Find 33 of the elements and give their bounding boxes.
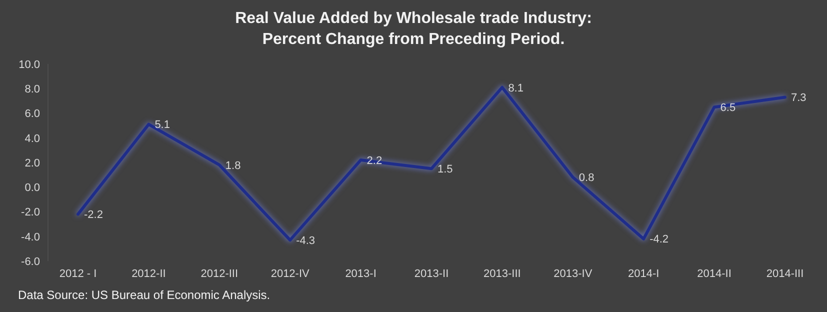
data-label: 6.5 bbox=[720, 102, 736, 114]
x-tick-label: 2012-IV bbox=[270, 268, 310, 280]
y-tick-label: 8.0 bbox=[24, 84, 40, 96]
data-label: 8.1 bbox=[508, 82, 524, 94]
data-label: 5.1 bbox=[154, 119, 170, 132]
x-tick-label: 2013-I bbox=[345, 268, 376, 280]
x-tick-label: 2014-III bbox=[766, 268, 804, 280]
y-tick-label: -4.0 bbox=[21, 231, 40, 244]
chart-title: Real Value Added by Wholesale trade Industry: Percent Change from Preceding Period. bbox=[234, 9, 593, 50]
x-tick-label: 2013-IV bbox=[554, 268, 593, 280]
data-label: -4.3 bbox=[296, 234, 316, 247]
data-label: -2.2 bbox=[84, 209, 103, 222]
data-label: -4.2 bbox=[650, 234, 669, 246]
y-tick-label: 6.0 bbox=[24, 108, 40, 120]
y-tick-label: 4.0 bbox=[24, 132, 40, 145]
x-tick-label: 2014-II bbox=[697, 268, 732, 280]
y-tick-label: -6.0 bbox=[21, 256, 40, 268]
x-tick-label: 2012-III bbox=[200, 268, 238, 280]
data-label: 2.2 bbox=[366, 154, 382, 167]
x-tick-label: 2013-II bbox=[414, 268, 449, 280]
data-label: 1.8 bbox=[225, 160, 241, 172]
data-label: 7.3 bbox=[791, 92, 806, 104]
x-tick-label: 2013-III bbox=[484, 268, 521, 280]
data-label: 1.5 bbox=[438, 164, 453, 176]
y-tick-label: 2.0 bbox=[24, 157, 40, 170]
y-tick-label: 0.0 bbox=[24, 182, 40, 194]
x-tick-label: 2012-II bbox=[132, 268, 166, 280]
x-tick-label: 2014-I bbox=[628, 268, 660, 280]
x-tick-label: 2012 - I bbox=[59, 268, 97, 280]
source-note: Data Source: US Bureau of Economic Analysis. bbox=[18, 288, 270, 302]
y-tick-label: 10.0 bbox=[18, 58, 40, 71]
y-tick-label: -2.0 bbox=[21, 206, 40, 219]
data-label: 0.8 bbox=[578, 172, 594, 184]
